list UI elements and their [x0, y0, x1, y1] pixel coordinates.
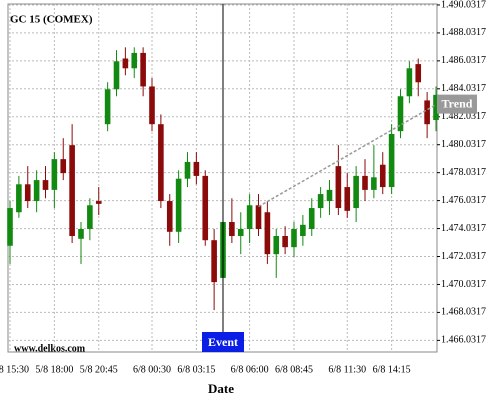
- candle-body: [371, 177, 377, 190]
- x-tick-label: 5/8 20:45: [80, 364, 118, 375]
- watermark: www.delkos.com: [14, 343, 86, 354]
- y-tick-label: 1.468.0317: [441, 307, 486, 318]
- x-axis-title: Date: [208, 381, 234, 396]
- event-label: Event: [208, 335, 238, 349]
- x-tick-label: 6/8 14:15: [373, 364, 411, 375]
- candle-body: [237, 229, 244, 236]
- candle-body: [140, 52, 146, 87]
- candle-body: [424, 100, 430, 125]
- candle-body: [406, 68, 413, 97]
- trend-label-box: [437, 94, 477, 114]
- candle-body: [344, 187, 351, 211]
- candle-body: [60, 159, 67, 174]
- y-tick-label: 1.488.0317: [441, 27, 486, 38]
- x-tick-label: 5/8 15:30: [0, 364, 29, 375]
- y-tick-label: 1.476.0317: [441, 195, 486, 206]
- y-tick-label: 1.470.0317: [441, 279, 486, 290]
- candle-body: [51, 159, 58, 190]
- candle-body: [24, 184, 31, 202]
- candle-body: [7, 208, 13, 246]
- y-tick-label: 1.474.0317: [441, 223, 486, 234]
- candle-body: [175, 178, 182, 232]
- y-tick-label: 1.466.0317: [441, 335, 486, 346]
- candle-body: [202, 175, 209, 241]
- y-tick-label: 1.482.0317: [441, 111, 486, 122]
- candle-body: [353, 175, 359, 209]
- y-tick-label: 1.478.0317: [441, 167, 486, 178]
- candle-body: [388, 133, 395, 188]
- candle-body: [122, 58, 129, 69]
- x-tick-label: 6/8 03:15: [177, 364, 215, 375]
- trend-line: [258, 103, 437, 208]
- candle-body: [362, 175, 368, 190]
- candle-body: [335, 166, 342, 209]
- y-tick-label: 1.480.0317: [441, 139, 486, 150]
- candle-body: [282, 236, 288, 248]
- x-tick-label: 6/8 08:45: [275, 364, 313, 375]
- y-tick-label: 1.484.0317: [441, 83, 486, 94]
- candle-body: [246, 205, 253, 230]
- x-tick-label: 6/8 06:00: [231, 364, 269, 375]
- y-tick-label: 1.490.0317: [441, 0, 486, 10]
- candle-body: [95, 201, 102, 204]
- candle-body: [229, 222, 235, 236]
- candle-body: [317, 194, 324, 209]
- candle-body: [255, 205, 262, 230]
- event-label-box: [201, 332, 244, 352]
- candle-body: [433, 94, 439, 120]
- candle-body: [16, 184, 22, 213]
- candle-body: [158, 124, 164, 202]
- candle-body: [131, 52, 138, 69]
- candle-body: [326, 189, 333, 202]
- x-tick-label: 6/8 00:30: [133, 364, 171, 375]
- candle-body: [149, 86, 155, 125]
- trend-label: Trend: [442, 96, 473, 110]
- chart-title: GC 15 (COMEX): [10, 14, 93, 26]
- x-tick-label: 6/8 11:30: [328, 364, 366, 375]
- candle-body: [78, 229, 84, 239]
- candle-body: [104, 89, 111, 125]
- candle-body: [211, 240, 217, 283]
- candle-body: [42, 180, 49, 190]
- y-tick-label: 1.486.0317: [441, 55, 486, 66]
- candle-body: [184, 161, 191, 179]
- candle-body: [397, 96, 404, 132]
- candle-body: [87, 205, 93, 230]
- x-tick-label: 5/8 18:00: [35, 364, 73, 375]
- candle-body: [69, 145, 75, 236]
- candle-body: [379, 164, 386, 188]
- candle-body: [193, 161, 200, 176]
- candle-body: [291, 229, 297, 248]
- candle-body: [166, 201, 173, 232]
- candle-body: [273, 236, 280, 255]
- candle-body: [415, 64, 422, 83]
- candle-body: [33, 180, 40, 202]
- candle-body: [308, 208, 315, 230]
- y-tick-label: 1.472.0317: [441, 251, 486, 262]
- candle-body: [113, 61, 120, 90]
- candle-body: [300, 224, 306, 236]
- candle-body: [264, 212, 271, 255]
